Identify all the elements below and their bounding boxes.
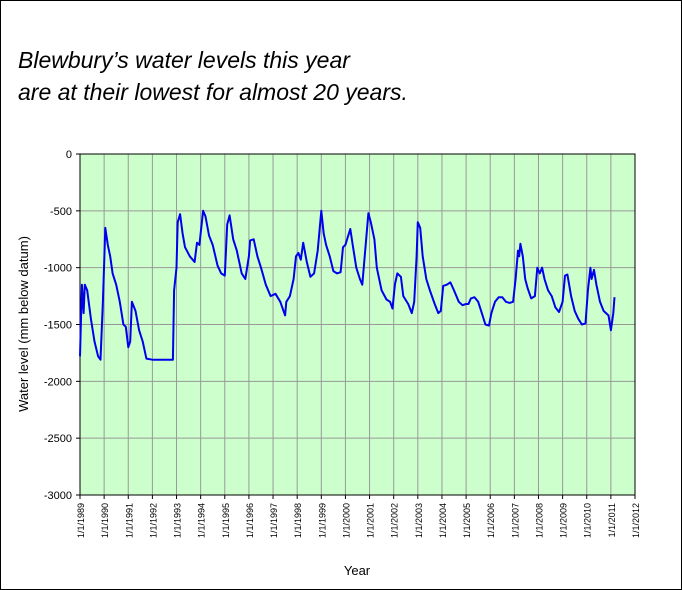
y-tick-label: -500 — [50, 206, 72, 218]
x-tick-label: 1/1/2001 — [366, 503, 376, 538]
x-tick-label: 1/1/2004 — [438, 503, 448, 538]
y-tick-label: -3000 — [44, 490, 72, 502]
x-tick-label: 1/1/2005 — [462, 503, 472, 538]
x-tick-label: 1/1/1997 — [269, 503, 279, 538]
x-tick-label: 1/1/2006 — [486, 503, 496, 538]
title-line: are at their lowest for almost 20 years. — [18, 79, 408, 105]
x-tick-label: 1/1/1999 — [317, 503, 327, 538]
x-tick-label: 1/1/2008 — [534, 503, 544, 538]
y-axis-label: Water level (mm below datum) — [16, 236, 31, 412]
y-tick-label: -2000 — [44, 376, 72, 388]
x-tick-label: 1/1/2009 — [559, 503, 569, 538]
y-tick-label: -1500 — [44, 320, 72, 332]
x-tick-label: 1/1/1996 — [245, 503, 255, 538]
x-axis-label: Year — [344, 563, 371, 578]
x-tick-label: 1/1/2011 — [607, 503, 617, 537]
x-tick-label: 1/1/1994 — [197, 503, 207, 538]
x-tick-label: 1/1/1990 — [100, 503, 110, 538]
y-tick-label: 0 — [66, 149, 72, 161]
x-tick-label: 1/1/1995 — [221, 503, 231, 538]
x-tick-label: 1/1/1992 — [148, 503, 158, 538]
x-tick-label: 1/1/1998 — [293, 503, 303, 538]
x-tick-label: 1/1/1989 — [76, 503, 86, 538]
x-tick-label: 1/1/1991 — [124, 503, 134, 538]
line — [79, 209, 616, 361]
x-tick-label: 1/1/2012 — [631, 503, 641, 538]
x-tick-label: 1/1/1993 — [173, 503, 183, 538]
x-tick-label: 1/1/2000 — [341, 503, 351, 538]
x-tick-label: 1/1/2002 — [390, 503, 400, 538]
title-line: Blewbury’s water levels this year — [18, 47, 351, 73]
x-tick-label: 1/1/2010 — [583, 503, 593, 538]
y-tick-label: -2500 — [44, 433, 72, 445]
x-tick-label: 1/1/2007 — [510, 503, 520, 538]
x-tick-label: 1/1/2003 — [414, 503, 424, 538]
y-tick-label: -1000 — [44, 263, 72, 275]
